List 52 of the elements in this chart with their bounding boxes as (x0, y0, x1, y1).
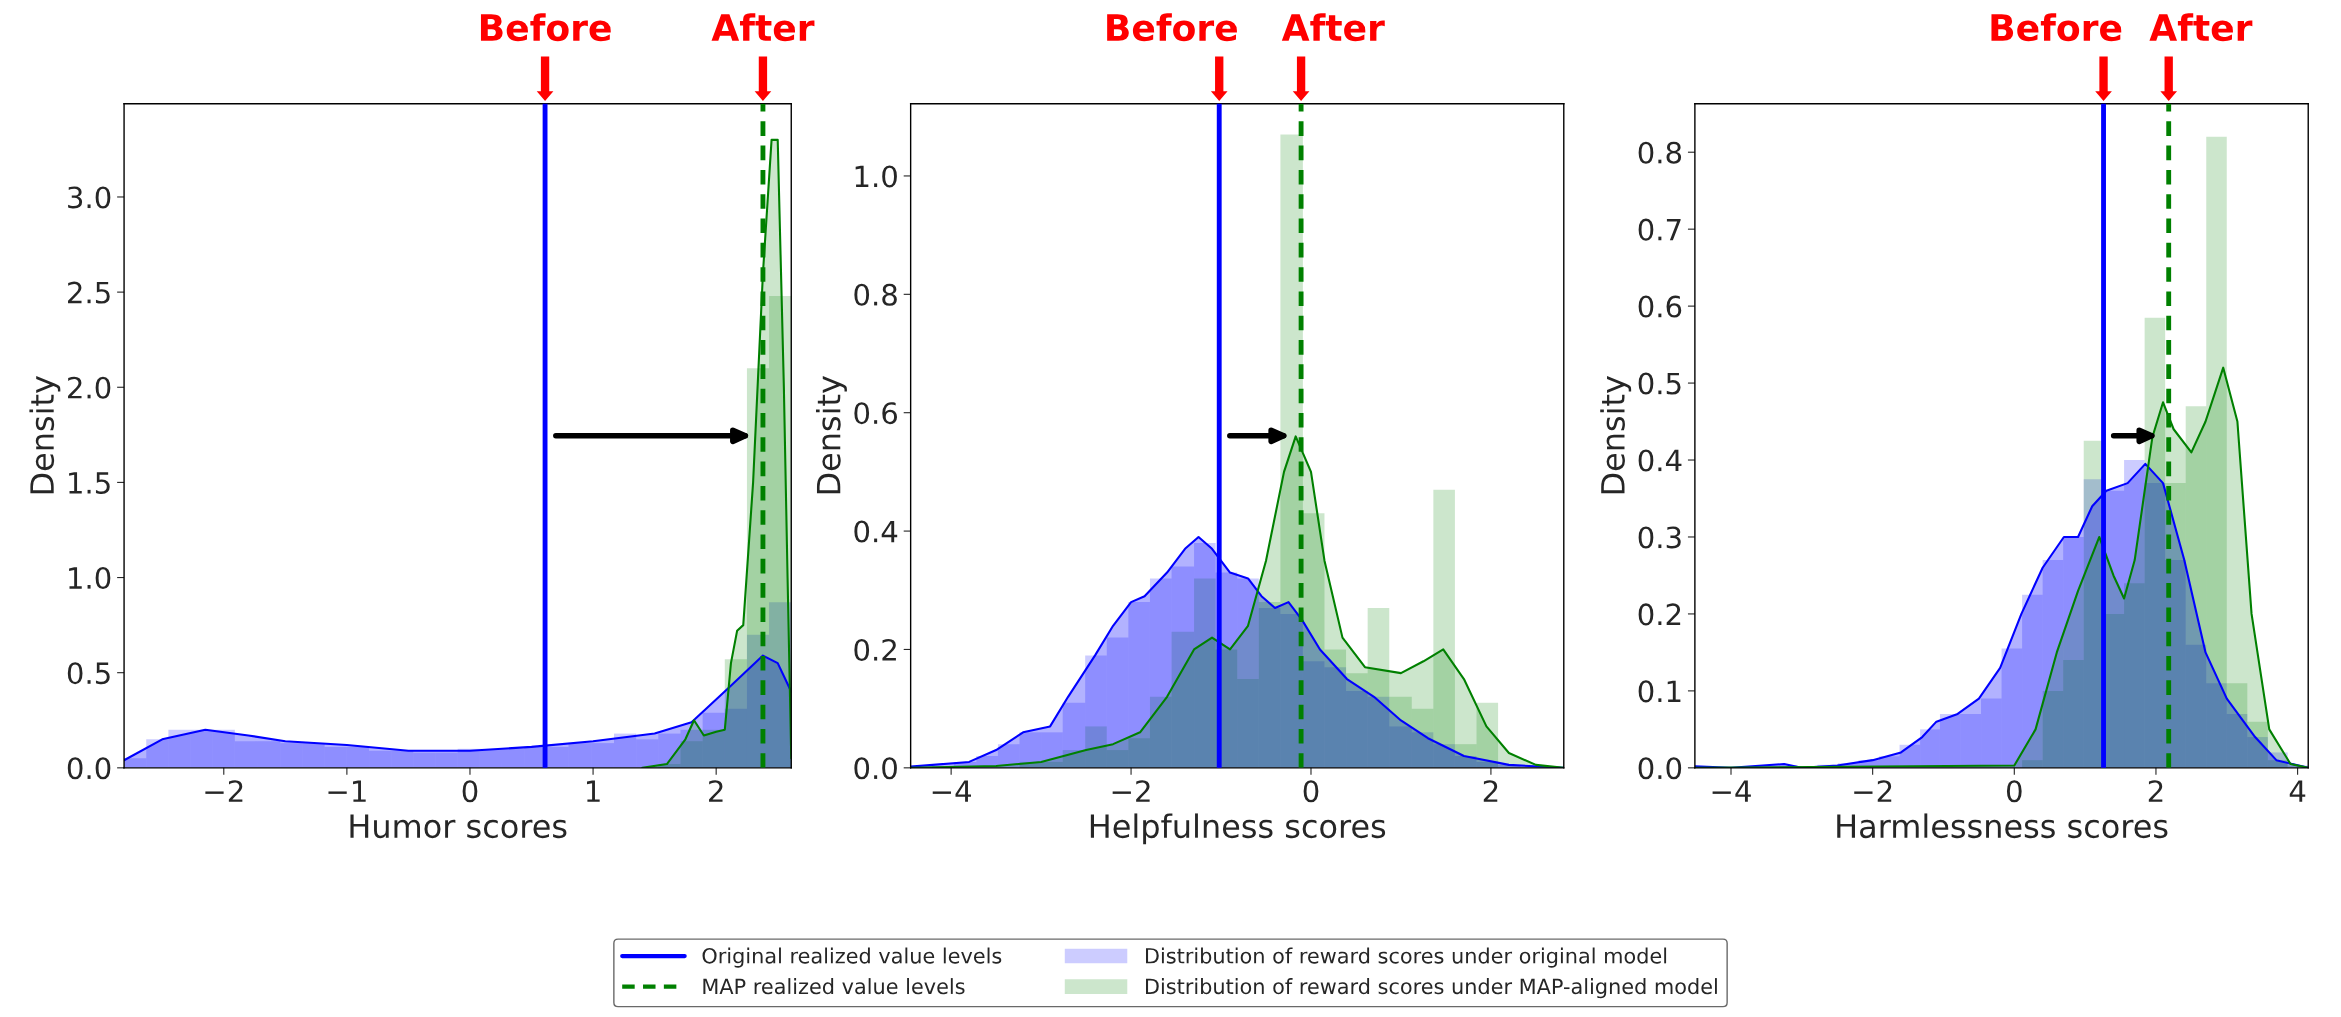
y-tick-label: 2.5 (68, 281, 110, 304)
x-tick-label: −2 (1112, 780, 1150, 802)
x-axis-title: Humor scores (350, 814, 567, 839)
y-tick-label: 1.0 (69, 566, 111, 590)
y-tick-label: 0.2 (854, 638, 896, 661)
legend-label: Distribution of reward scores under original model (1146, 947, 1667, 968)
y-tick-label: 1.5 (69, 472, 110, 494)
annotation: After (1281, 13, 1385, 42)
y-tick-label: 0.8 (1638, 141, 1682, 164)
y-tick-label: 0.8 (854, 283, 897, 306)
y-tick-label: 0.1 (1638, 680, 1681, 703)
x-axis-title: Harmlessness scores (1837, 813, 2168, 839)
y-tick-label: 3.0 (68, 186, 111, 209)
y-tick-label: 0.3 (1638, 526, 1681, 549)
x-tick-label: 2 (709, 780, 723, 802)
y-tick-label: 0.6 (854, 402, 898, 425)
annotation: Before (480, 13, 611, 42)
y-tick-label: 1.0 (855, 165, 897, 188)
x-tick-label: 0 (2006, 780, 2022, 803)
legend-label: Distribution of reward scores under MAP-aligned model (1146, 978, 1717, 999)
x-tick-label: 4 (2289, 780, 2306, 802)
x-tick-label: −4 (932, 780, 971, 802)
y-tick-label: 0.4 (854, 520, 898, 543)
y-axis-title: Density (815, 376, 847, 494)
x-axis-title: Helpfulness scores (1090, 813, 1386, 845)
x-tick-label: −1 (328, 780, 366, 802)
y-tick-label: 2.0 (68, 376, 111, 399)
y-tick-label: 0.4 (1638, 449, 1682, 472)
x-tick-label: −2 (1854, 780, 1892, 802)
annotation: Before (1991, 13, 2122, 42)
x-tick-label: −2 (205, 780, 243, 802)
y-tick-label: 0.5 (1638, 372, 1681, 395)
annotation: After (711, 13, 815, 42)
y-axis-title: Density (29, 376, 61, 494)
y-tick-label: 0.0 (1638, 757, 1682, 780)
y-tick-label: 0.2 (1638, 603, 1681, 626)
y-tick-label: 0.5 (67, 662, 110, 685)
x-tick-label: 0 (462, 780, 478, 803)
x-tick-label: 0 (1303, 780, 1319, 803)
annotation: Before (1107, 13, 1237, 42)
y-tick-label: 0.7 (1638, 218, 1681, 241)
x-tick-label: 1 (587, 780, 600, 802)
y-tick-label: 0.0 (854, 757, 897, 780)
y-axis-title: Density (1600, 376, 1632, 494)
x-tick-label: −4 (1712, 780, 1751, 802)
legend-label: Original realized value levels (702, 947, 1002, 968)
x-tick-label: 2 (2148, 780, 2163, 802)
x-tick-label: 2 (1483, 780, 1498, 802)
annotation: After (2149, 13, 2253, 42)
y-tick-label: 0.6 (1638, 295, 1682, 318)
y-tick-label: 0.0 (67, 757, 111, 780)
legend-label: MAP realized value levels (703, 978, 965, 995)
